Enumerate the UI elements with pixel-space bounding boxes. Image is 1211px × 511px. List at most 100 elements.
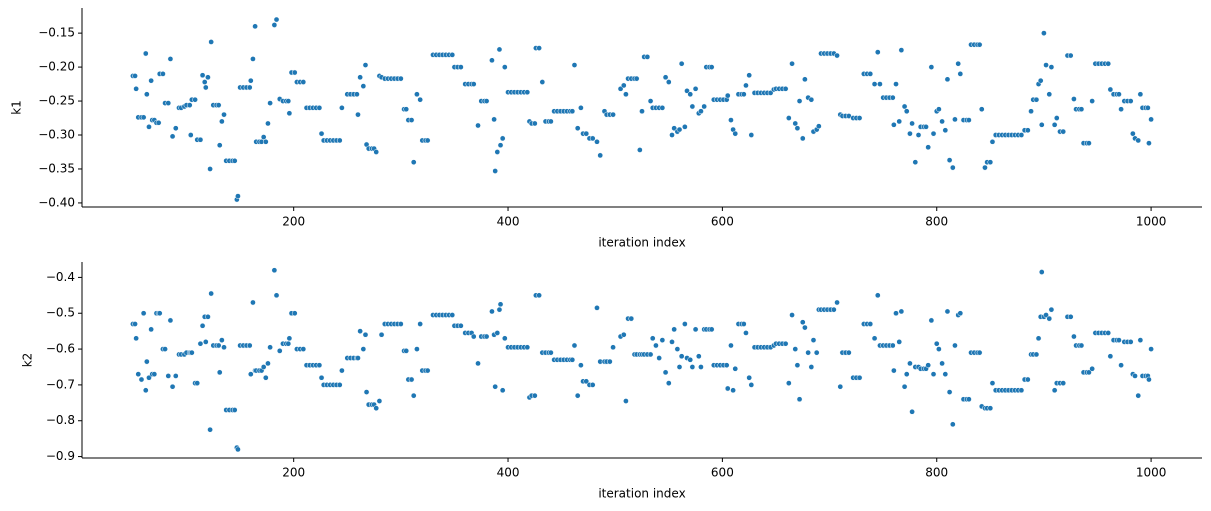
point xyxy=(246,84,253,91)
y-tick-label: −0.8 xyxy=(46,413,75,427)
point xyxy=(355,355,361,361)
point xyxy=(475,122,481,129)
point xyxy=(491,116,497,123)
point xyxy=(623,91,629,98)
point xyxy=(291,310,298,317)
point xyxy=(267,100,273,106)
point xyxy=(802,324,808,331)
point xyxy=(1053,115,1060,121)
point xyxy=(1018,387,1025,394)
point xyxy=(957,310,964,317)
point xyxy=(1035,335,1042,342)
point xyxy=(250,299,256,306)
point xyxy=(676,126,683,133)
point xyxy=(928,64,935,70)
point xyxy=(360,346,367,352)
point xyxy=(583,130,590,137)
point xyxy=(628,315,635,322)
point xyxy=(978,106,985,113)
y-tick-label: −0.20 xyxy=(38,60,75,74)
point xyxy=(143,91,150,98)
point xyxy=(494,330,501,336)
point xyxy=(743,330,749,336)
point xyxy=(909,120,915,127)
point xyxy=(246,342,253,349)
point xyxy=(1107,353,1114,360)
point xyxy=(1043,62,1049,68)
point xyxy=(939,360,945,367)
point xyxy=(867,321,874,327)
point xyxy=(785,115,792,121)
point xyxy=(620,82,627,89)
point xyxy=(647,351,654,358)
point xyxy=(698,108,704,115)
point xyxy=(199,322,206,329)
point xyxy=(952,116,958,123)
point xyxy=(531,120,538,127)
point xyxy=(662,74,669,81)
point xyxy=(594,138,600,145)
point xyxy=(907,360,913,367)
point xyxy=(135,371,142,378)
point xyxy=(1137,91,1144,98)
point xyxy=(728,117,734,123)
point xyxy=(692,85,699,92)
point xyxy=(944,308,951,315)
point xyxy=(728,342,734,349)
point xyxy=(1051,387,1058,394)
point xyxy=(160,71,166,77)
point xyxy=(583,378,590,385)
point xyxy=(794,362,801,369)
point xyxy=(208,39,214,45)
point xyxy=(730,387,736,394)
point xyxy=(653,342,659,349)
point xyxy=(172,373,179,379)
point xyxy=(165,373,172,379)
y-tick-label: −0.9 xyxy=(46,449,75,463)
x-axis-label: iteration index xyxy=(598,487,685,501)
point xyxy=(489,57,495,64)
point xyxy=(1048,306,1055,313)
point xyxy=(976,349,983,356)
point xyxy=(235,446,241,453)
point xyxy=(167,317,174,324)
point xyxy=(449,52,456,58)
point xyxy=(644,54,651,60)
point xyxy=(205,313,211,320)
point xyxy=(1018,132,1025,138)
point xyxy=(796,98,803,104)
point xyxy=(928,317,935,324)
point xyxy=(966,396,972,403)
point xyxy=(589,135,596,142)
point xyxy=(594,305,600,311)
point xyxy=(647,98,654,104)
point xyxy=(891,367,897,374)
point xyxy=(982,164,988,171)
point xyxy=(1146,376,1152,383)
point xyxy=(815,123,822,130)
point xyxy=(285,340,292,347)
x-tick-label: 1000 xyxy=(1136,215,1167,229)
point xyxy=(408,117,415,123)
point xyxy=(1078,342,1085,349)
point xyxy=(199,72,206,79)
x-tick-label: 800 xyxy=(925,215,948,229)
point xyxy=(285,98,292,104)
point xyxy=(799,319,806,326)
point xyxy=(336,382,343,388)
point xyxy=(949,421,956,428)
point xyxy=(300,79,307,85)
point xyxy=(155,119,162,126)
point xyxy=(925,144,932,151)
point xyxy=(810,337,817,343)
point xyxy=(316,362,323,369)
point xyxy=(1107,86,1114,93)
point xyxy=(231,407,238,413)
x-tick-label: 1000 xyxy=(1136,466,1167,480)
point xyxy=(1146,140,1152,147)
point xyxy=(1135,392,1142,399)
point xyxy=(276,348,283,354)
point xyxy=(1127,98,1134,104)
point xyxy=(470,333,477,340)
